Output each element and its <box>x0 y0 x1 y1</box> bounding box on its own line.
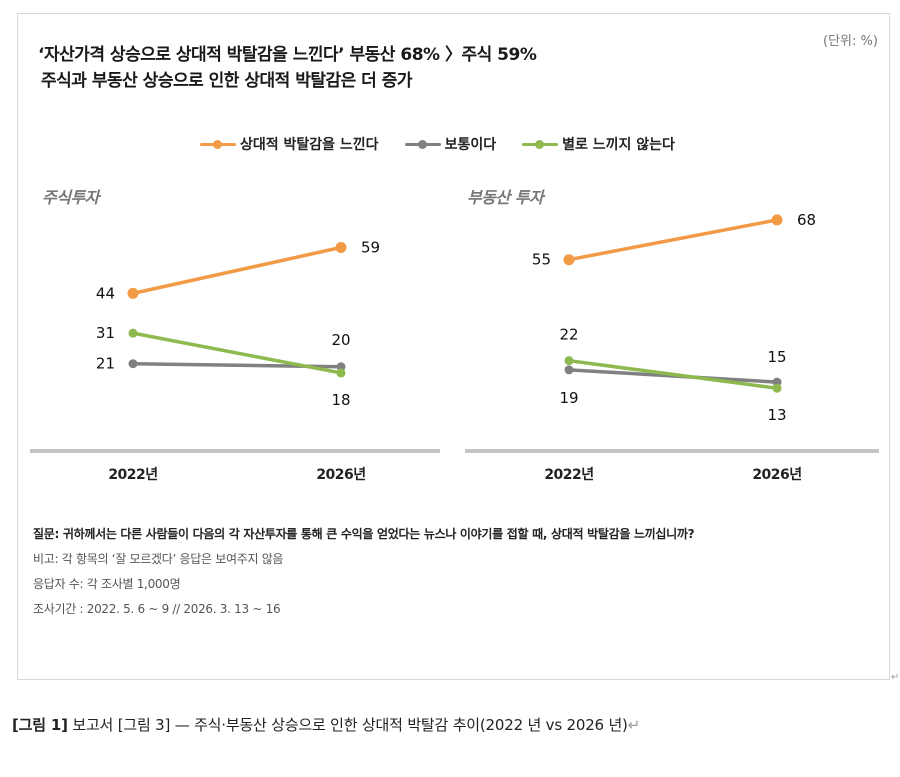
figure-caption-label: [그림 1] <box>12 716 68 734</box>
data-point <box>128 359 138 369</box>
x-tick-label: 2022년 <box>544 467 593 483</box>
figure-frame <box>17 13 890 680</box>
survey-respondents: 응답자 수: 각 조사별 1,000명 <box>33 577 181 591</box>
data-label: 59 <box>361 238 380 256</box>
data-label: 44 <box>96 284 115 302</box>
legend-label: 보통이다 <box>444 137 497 153</box>
data-label: 15 <box>767 348 786 366</box>
data-point <box>772 383 782 393</box>
legend-swatch-orange-icon <box>200 139 236 149</box>
data-label: 13 <box>767 406 786 424</box>
data-point <box>564 356 574 366</box>
data-label: 21 <box>96 355 115 373</box>
chart-panel-real-estate: 2022년 2026년 55 68 19 15 22 13 <box>465 211 879 483</box>
data-label: 20 <box>331 331 350 349</box>
unit-label: (단위: %) <box>823 34 878 49</box>
x-tick-label: 2026년 <box>316 467 365 483</box>
data-label: 18 <box>331 391 350 409</box>
data-label: 22 <box>559 326 578 344</box>
chart-title-line2: 주식과 부동산 상승으로 인한 상대적 박탈감은 더 증가 <box>41 71 413 91</box>
legend-swatch-green-icon <box>522 139 559 149</box>
series-line <box>131 245 343 296</box>
chart-title-line1: ‘자산가격 상승으로 상대적 박탈감을 느낀다’ 부동산 68% 〉주식 59% <box>38 45 537 65</box>
data-point <box>336 368 346 378</box>
data-point <box>564 365 574 375</box>
data-point <box>335 241 347 253</box>
panel-title-stocks: 주식투자 <box>42 188 99 207</box>
data-label: 19 <box>559 389 578 407</box>
data-label: 68 <box>797 211 816 229</box>
survey-remark: 비고: 각 항목의 ‘잘 모르겠다’ 응답은 보여주지 않음 <box>33 552 284 566</box>
figure-caption-text: 보고서 [그림 3] — 주식·부동산 상승으로 인한 상대적 박탈감 추이(2… <box>72 716 628 734</box>
survey-notes: 질문: 귀하께서는 다른 사람들이 다음의 각 자산투자를 통해 큰 수익을 얻… <box>33 522 695 622</box>
data-label: 31 <box>96 324 115 342</box>
chart-panel-stocks: 2022년 2026년 44 59 21 20 31 18 <box>30 238 440 483</box>
legend-label: 별로 느끼지 않는다 <box>562 137 675 153</box>
series-line <box>131 331 343 375</box>
x-tick-label: 2026년 <box>752 467 801 483</box>
figure-caption: [그림 1] 보고서 [그림 3] — 주식·부동산 상승으로 인한 상대적 박… <box>12 714 640 735</box>
legend-item-not-feel: 별로 느끼지 않는다 <box>522 134 675 154</box>
panel-title-real-estate: 부동산 투자 <box>467 188 544 207</box>
legend-item-neutral: 보통이다 <box>404 134 497 154</box>
data-point <box>563 254 575 266</box>
series-line <box>567 218 779 262</box>
data-point <box>771 214 783 226</box>
legend-swatch-gray-icon <box>404 139 441 149</box>
x-tick-label: 2022년 <box>108 467 157 483</box>
return-mark-icon: ↵ <box>627 716 641 734</box>
legend-label: 상대적 박탈감을 느낀다 <box>240 137 379 153</box>
data-point <box>128 328 138 338</box>
legend: 상대적 박탈감을 느낀다 보통이다 별로 느끼지 않는다 <box>200 134 675 154</box>
series-line <box>567 358 779 390</box>
survey-period: 조사기간 : 2022. 5. 6 ~ 9 // 2026. 3. 13 ~ 1… <box>33 602 281 616</box>
data-point <box>127 287 139 299</box>
survey-question: 질문: 귀하께서는 다른 사람들이 다음의 각 자산투자를 통해 큰 수익을 얻… <box>33 527 695 541</box>
return-mark-icon: ↵ <box>891 672 900 683</box>
legend-item-feel: 상대적 박탈감을 느낀다 <box>200 134 379 154</box>
data-label: 55 <box>532 251 551 269</box>
